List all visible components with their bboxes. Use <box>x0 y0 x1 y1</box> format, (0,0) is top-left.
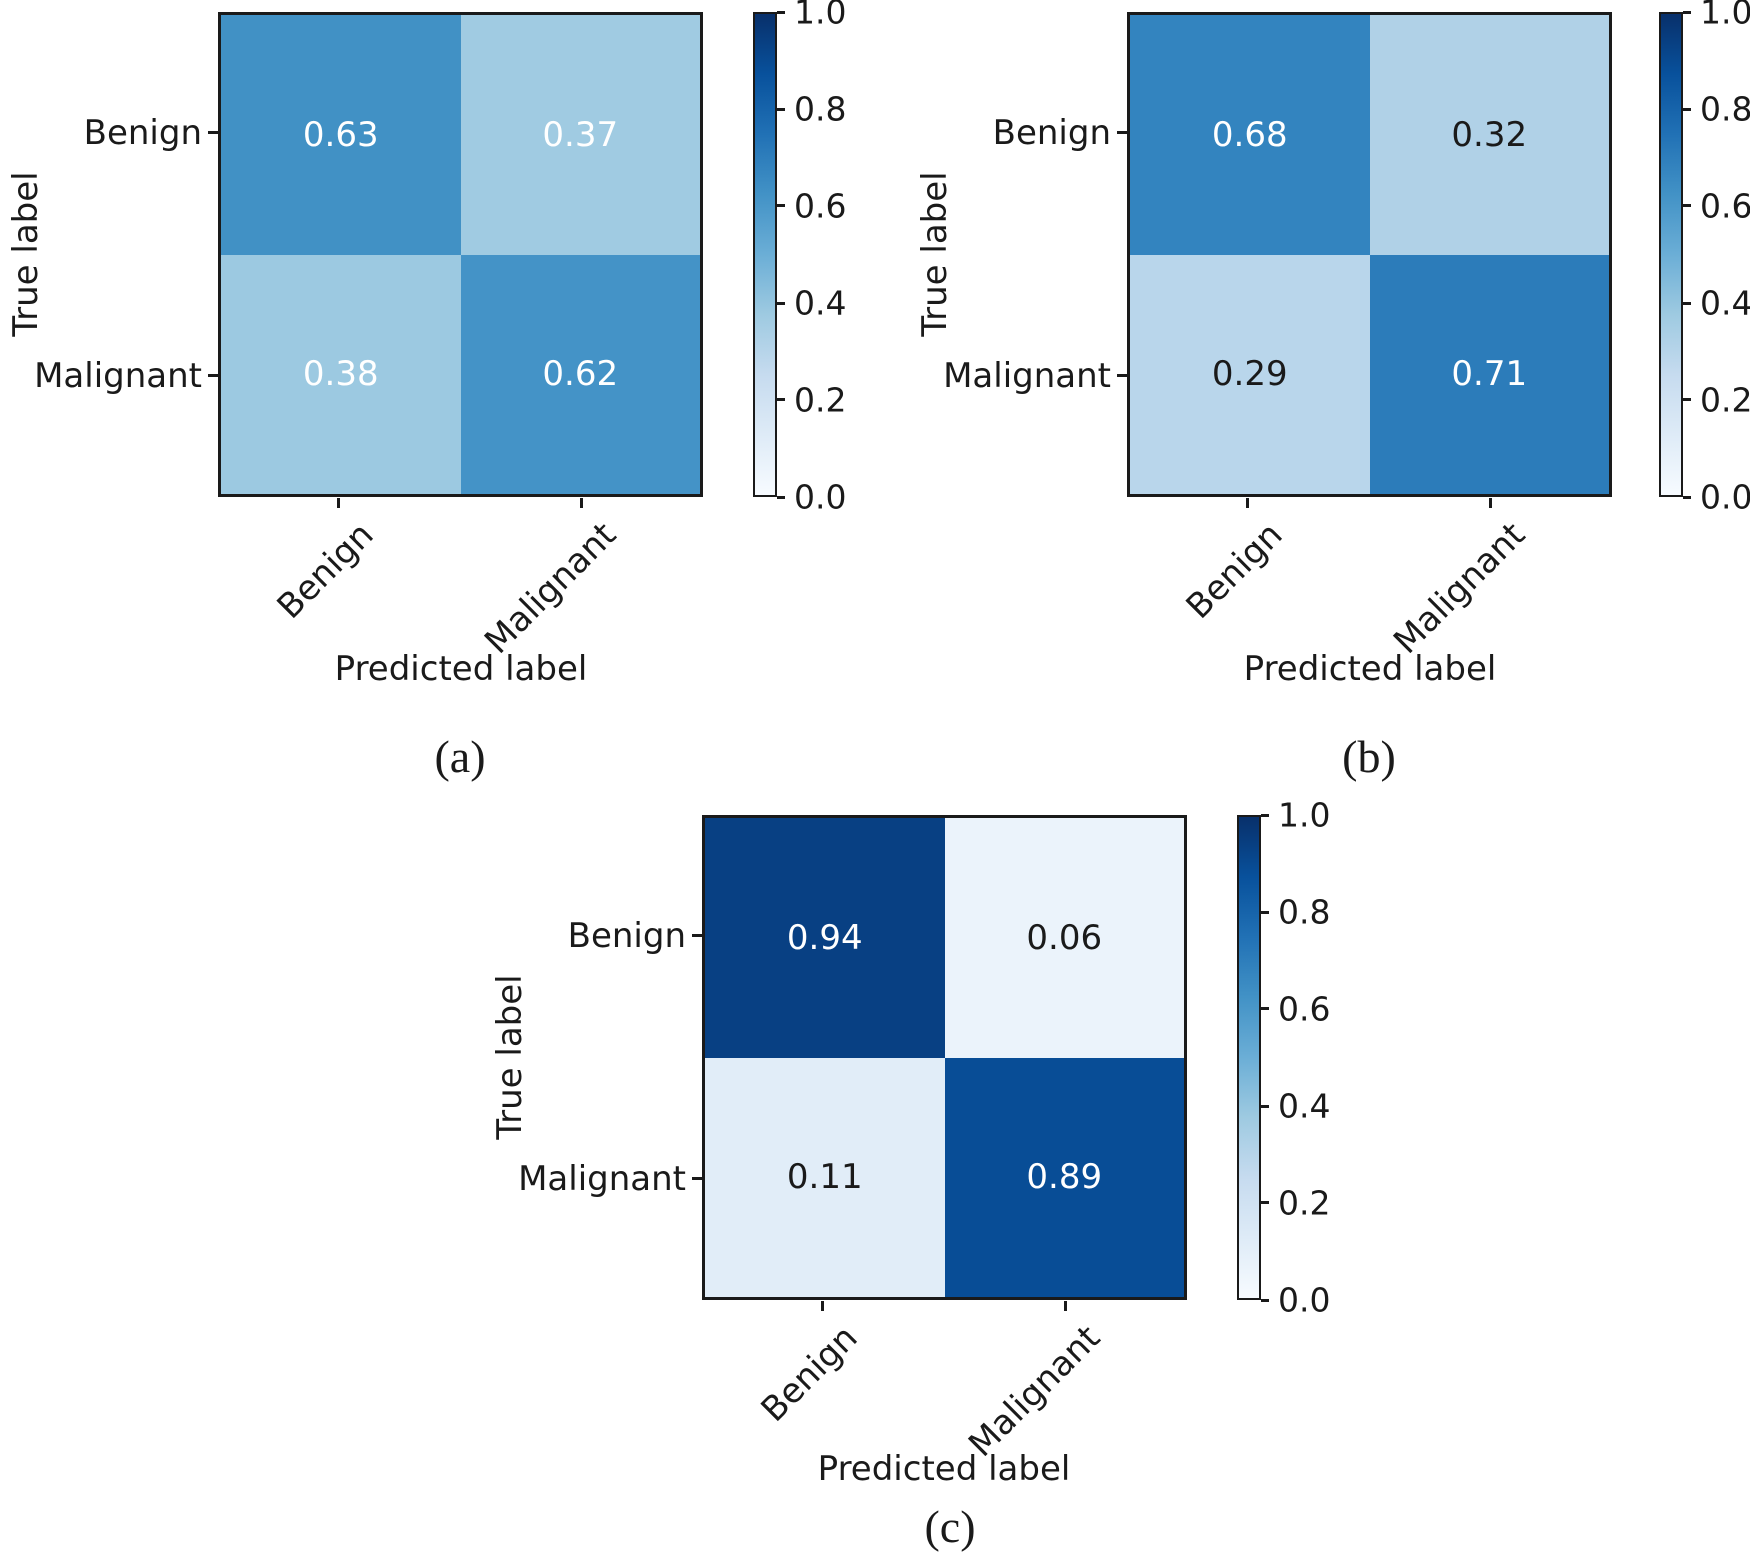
cell-value: 0.62 <box>542 354 619 395</box>
colorbar-tick-label: 0.8 <box>1700 89 1750 129</box>
matrix-cell-true-benign-pred-benign: 0.63 <box>221 15 461 255</box>
x-tick-mark <box>337 498 340 508</box>
x-axis-label: Predicted label <box>817 1449 1071 1489</box>
col-label-benign: Benign <box>753 1317 866 1430</box>
x-axis-label: Predicted label <box>1243 649 1497 689</box>
cell-value: 0.71 <box>1451 354 1528 395</box>
matrix-cell-true-malignant-pred-malignant: 0.89 <box>944 1057 1184 1297</box>
colorbar-tick-label: 0.0 <box>1278 1280 1331 1320</box>
colorbar-tick-label: 0.4 <box>1700 283 1750 323</box>
colorbar-tick-label: 1.0 <box>794 0 847 32</box>
colorbar-tick <box>1683 398 1691 401</box>
heatmap-grid: 0.63 0.37 0.38 0.62 <box>218 12 703 497</box>
colorbar-tick-label: 0.6 <box>794 186 847 226</box>
x-tick-mark <box>1246 498 1249 508</box>
colorbar-tick <box>777 204 785 207</box>
x-tick-mark <box>1489 498 1492 508</box>
matrix-cell-true-malignant-pred-malignant: 0.71 <box>1369 254 1609 494</box>
cell-value: 0.06 <box>1026 917 1103 958</box>
y-tick-mark <box>208 374 218 377</box>
matrix-cell-true-malignant-pred-benign: 0.29 <box>1130 254 1370 494</box>
heatmap-grid: 0.94 0.06 0.11 0.89 <box>702 815 1187 1300</box>
colorbar-tick <box>777 302 785 305</box>
y-tick-mark <box>692 934 702 937</box>
col-label-malignant: Malignant <box>961 1317 1109 1465</box>
y-tick-mark <box>208 131 218 134</box>
colorbar-tick <box>1683 204 1691 207</box>
colorbar-tick-label: 0.0 <box>794 477 847 517</box>
colorbar-tick-label: 0.4 <box>794 283 847 323</box>
panel-caption-c: (c) <box>924 1501 976 1552</box>
colorbar-tick-label: 1.0 <box>1700 0 1750 32</box>
x-axis-label: Predicted label <box>334 649 588 689</box>
matrix-cell-true-benign-pred-benign: 0.94 <box>705 818 945 1058</box>
col-label-benign: Benign <box>1178 514 1291 627</box>
y-axis-label: True label <box>915 171 955 337</box>
colorbar-tick <box>1683 302 1691 305</box>
colorbar-tick <box>1261 1201 1269 1204</box>
colorbar-tick-label: 0.4 <box>1278 1086 1331 1126</box>
colorbar-tick <box>777 11 785 14</box>
colorbar-tick-label: 0.2 <box>1700 380 1750 420</box>
colorbar-tick <box>1261 1299 1269 1302</box>
colorbar-tick <box>777 108 785 111</box>
matrix-cell-true-malignant-pred-malignant: 0.62 <box>460 254 700 494</box>
colorbar-tick-label: 0.8 <box>794 89 847 129</box>
cell-value: 0.32 <box>1451 114 1528 155</box>
x-tick-mark <box>1064 1301 1067 1311</box>
colorbar-tick-label: 0.6 <box>1278 989 1331 1029</box>
cell-value: 0.11 <box>786 1157 863 1198</box>
heatmap-grid: 0.68 0.32 0.29 0.71 <box>1127 12 1612 497</box>
colorbar-tick <box>777 398 785 401</box>
colorbar-tick-label: 0.2 <box>794 380 847 420</box>
row-label-benign: Benign <box>567 916 686 956</box>
matrix-cell-true-benign-pred-malignant: 0.32 <box>1369 15 1609 255</box>
colorbar-tick-label: 0.2 <box>1278 1183 1331 1223</box>
row-label-malignant: Malignant <box>943 356 1111 396</box>
colorbar-tick <box>1261 911 1269 914</box>
colorbar-tick-label: 0.6 <box>1700 186 1750 226</box>
colorbar <box>753 12 777 497</box>
panel-caption-b: (b) <box>1342 731 1396 782</box>
colorbar-tick-label: 0.0 <box>1700 477 1750 517</box>
colorbar-tick <box>1683 11 1691 14</box>
colorbar-tick <box>777 496 785 499</box>
y-tick-mark <box>1117 374 1127 377</box>
row-label-malignant: Malignant <box>34 356 202 396</box>
colorbar-tick <box>1683 108 1691 111</box>
colorbar-tick <box>1261 1007 1269 1010</box>
y-tick-mark <box>692 1177 702 1180</box>
colorbar-tick-label: 1.0 <box>1278 795 1331 835</box>
colorbar <box>1659 12 1683 497</box>
matrix-cell-true-malignant-pred-benign: 0.38 <box>221 254 461 494</box>
y-axis-label: True label <box>490 974 530 1140</box>
cell-value: 0.89 <box>1026 1157 1103 1198</box>
matrix-cell-true-benign-pred-malignant: 0.06 <box>944 818 1184 1058</box>
cell-value: 0.68 <box>1211 114 1288 155</box>
x-tick-mark <box>821 1301 824 1311</box>
y-tick-mark <box>1117 131 1127 134</box>
col-label-benign: Benign <box>269 514 382 627</box>
row-label-malignant: Malignant <box>518 1159 686 1199</box>
col-label-malignant: Malignant <box>1386 514 1534 662</box>
matrix-cell-true-benign-pred-benign: 0.68 <box>1130 15 1370 255</box>
cell-value: 0.94 <box>786 917 863 958</box>
cell-value: 0.63 <box>302 114 379 155</box>
matrix-cell-true-malignant-pred-benign: 0.11 <box>705 1057 945 1297</box>
colorbar-tick <box>1683 496 1691 499</box>
cell-value: 0.29 <box>1211 354 1288 395</box>
colorbar-tick-label: 0.8 <box>1278 892 1331 932</box>
x-tick-mark <box>580 498 583 508</box>
panel-caption-a: (a) <box>434 731 486 782</box>
colorbar <box>1237 815 1261 1300</box>
row-label-benign: Benign <box>992 113 1111 153</box>
matrix-cell-true-benign-pred-malignant: 0.37 <box>460 15 700 255</box>
cell-value: 0.38 <box>302 354 379 395</box>
y-axis-label: True label <box>6 171 46 337</box>
colorbar-tick <box>1261 814 1269 817</box>
cell-value: 0.37 <box>542 114 619 155</box>
colorbar-tick <box>1261 1105 1269 1108</box>
col-label-malignant: Malignant <box>477 514 625 662</box>
row-label-benign: Benign <box>83 113 202 153</box>
